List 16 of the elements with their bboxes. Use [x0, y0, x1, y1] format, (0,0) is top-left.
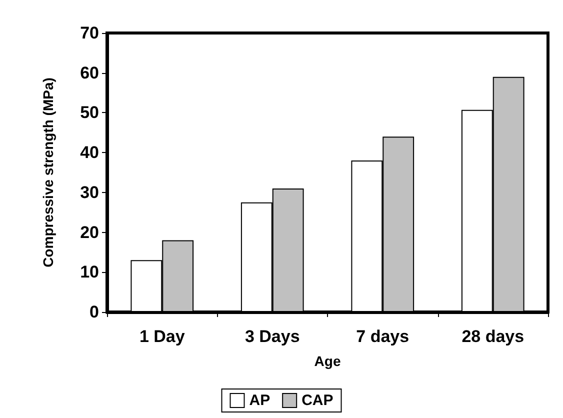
y-axis-title: Compressive strength (MPa)	[40, 78, 56, 268]
y-tick-label: 70	[80, 24, 99, 42]
x-tick-label: 3 Days	[244, 327, 300, 346]
x-axis-title: Age	[314, 353, 341, 369]
y-tick-label: 60	[80, 63, 99, 82]
x-tick-label: 1 Day	[139, 327, 186, 346]
x-tick-label: 7 days	[356, 327, 410, 346]
y-tick-label: 30	[80, 182, 99, 202]
y-tick-label: 20	[80, 222, 99, 242]
legend-label: CAP	[302, 392, 334, 409]
y-tick-label: 40	[80, 143, 99, 162]
y-tick-label: 0	[90, 302, 99, 322]
legend-label: AP	[249, 392, 270, 409]
y-tick-label: 50	[80, 103, 99, 122]
x-tick-label: 28 days	[462, 327, 524, 346]
y-tick-label: 10	[80, 262, 99, 282]
